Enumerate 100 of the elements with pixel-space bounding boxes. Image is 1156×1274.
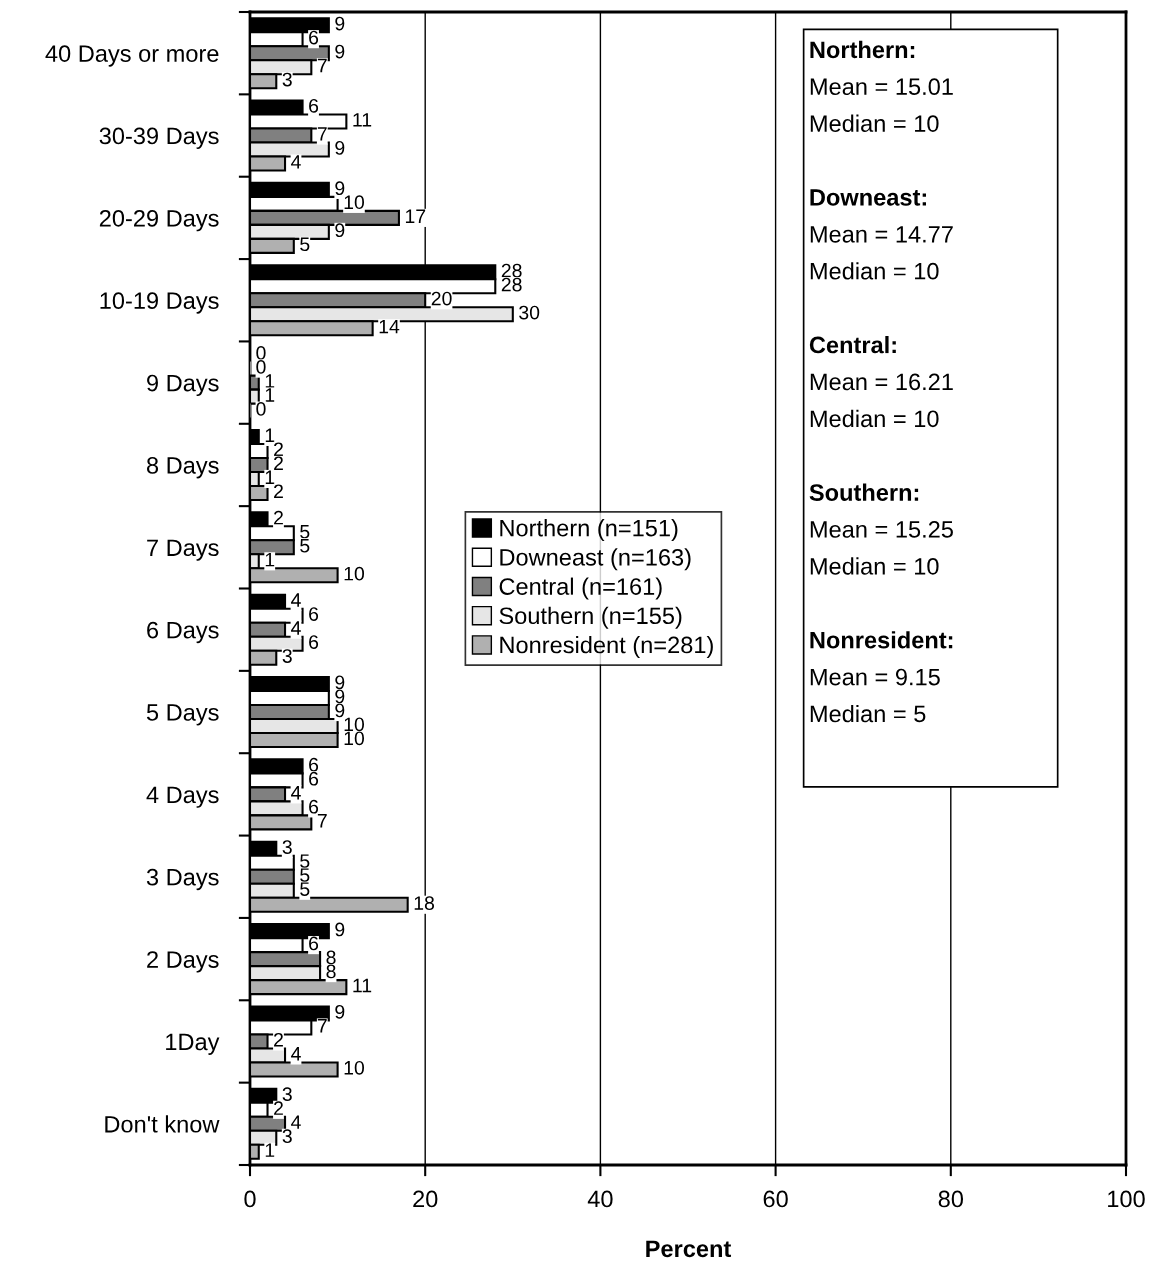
- y-tick-label: 10-19 Days: [100, 292, 219, 314]
- data-label: 4: [291, 786, 301, 800]
- x-tick-label: 80: [938, 1190, 964, 1208]
- y-tick-label: Don't know: [105, 1115, 220, 1133]
- annotation: Median = 10: [810, 114, 939, 132]
- y-tick-label: 6 Days: [147, 621, 219, 644]
- annotation: Median = 10: [810, 557, 939, 575]
- data-label: 6: [309, 635, 319, 649]
- data-label: 5: [300, 854, 310, 868]
- annotation: Mean = 15.25: [810, 521, 953, 538]
- data-label: 8: [326, 950, 336, 965]
- data-label: 9: [335, 689, 345, 704]
- data-label: 28: [501, 263, 522, 278]
- data-label: 30: [519, 305, 540, 320]
- data-label: 0: [256, 402, 266, 416]
- data-label: 9: [335, 223, 345, 238]
- annotation: Downeast:: [810, 189, 926, 206]
- y-tick-label: 5 Days: [146, 704, 219, 726]
- data-label: 1: [265, 388, 275, 402]
- x-axis-title: Percent: [646, 1240, 732, 1258]
- legend-label: Downeast (n=163): [500, 548, 691, 571]
- y-tick-label: 40 Days or more: [45, 45, 219, 67]
- data-label: 8: [326, 964, 336, 979]
- data-label: 0: [256, 360, 266, 374]
- data-label: 9: [335, 675, 345, 690]
- x-tick-label: 40: [587, 1190, 613, 1208]
- data-label: 9: [335, 181, 345, 196]
- data-label: 3: [282, 1129, 292, 1144]
- annotation: Mean = 16.21: [810, 373, 953, 391]
- data-label: 7: [317, 814, 327, 828]
- x-tick-label: 20: [413, 1190, 438, 1208]
- data-label: 2: [274, 442, 283, 456]
- data-label: 3: [282, 1087, 292, 1102]
- data-label: 5: [300, 868, 310, 882]
- x-tick-label: 60: [763, 1190, 788, 1208]
- annotation: Southern:: [809, 483, 919, 501]
- annotation: Median = 10: [810, 409, 939, 428]
- data-label: 9: [335, 703, 345, 718]
- data-label: 6: [309, 607, 319, 621]
- y-tick-label: 3 Days: [146, 868, 219, 891]
- y-tick-label: 4 Days: [146, 786, 219, 808]
- data-label: 14: [379, 319, 400, 334]
- annotation: Mean = 14.77: [810, 226, 953, 243]
- data-label: 2: [274, 510, 283, 525]
- x-tick-label: 100: [1108, 1190, 1145, 1208]
- data-label: 1: [265, 552, 275, 567]
- y-tick-label: 20-29 Days: [99, 209, 219, 232]
- data-label: 3: [282, 649, 292, 663]
- annotation: Median = 10: [810, 262, 939, 280]
- y-tick-label: 8 Days: [146, 457, 219, 479]
- data-label: 6: [309, 799, 319, 814]
- data-label: 10: [344, 731, 365, 746]
- data-label: 6: [309, 771, 319, 786]
- data-label: 18: [414, 896, 435, 910]
- data-label: 2: [274, 1032, 283, 1047]
- legend-label: Central (n=161): [499, 577, 662, 600]
- data-label: 20: [431, 291, 452, 306]
- legend-label: Nonresident (n=281): [500, 636, 713, 658]
- data-label: 4: [291, 621, 301, 635]
- legend-label: Southern (n=155): [499, 606, 682, 629]
- data-label: 6: [309, 936, 319, 951]
- data-label: 6: [309, 30, 319, 45]
- data-label: 11: [353, 113, 372, 127]
- data-label: 5: [300, 524, 310, 539]
- data-label: 9: [335, 16, 345, 31]
- data-label: 5: [300, 237, 310, 252]
- annotation: Central:: [809, 335, 896, 354]
- data-label: 3: [282, 72, 292, 87]
- annotation: Mean = 9.15: [810, 668, 940, 686]
- data-label: 10: [344, 1060, 365, 1075]
- data-label: 11: [353, 978, 372, 993]
- y-tick-label: 1Day: [166, 1033, 220, 1055]
- data-label: 5: [300, 538, 310, 553]
- data-label: 4: [291, 593, 301, 607]
- data-label: 4: [291, 155, 301, 169]
- data-label: 2: [274, 484, 283, 498]
- data-label: 9: [335, 140, 345, 155]
- data-label: 9: [335, 44, 345, 59]
- data-label: 9: [335, 1004, 345, 1019]
- data-label: 10: [344, 566, 365, 581]
- x-tick-label: 0: [244, 1190, 256, 1208]
- y-tick-label: 2 Days: [147, 951, 219, 973]
- y-tick-label: 9 Days: [147, 374, 219, 397]
- data-label: 1: [265, 1143, 275, 1157]
- data-label: 6: [309, 757, 319, 772]
- data-label: 4: [291, 1115, 301, 1129]
- data-label: 5: [300, 882, 310, 896]
- data-label: 3: [282, 840, 292, 854]
- data-label: 7: [317, 58, 327, 73]
- annotation: Mean = 15.01: [810, 78, 953, 96]
- data-label: 6: [309, 98, 319, 113]
- data-label: 2: [274, 1101, 283, 1115]
- data-label: 7: [317, 127, 327, 141]
- annotation: Median = 5: [810, 704, 926, 723]
- annotation: Nonresident:: [810, 631, 953, 649]
- data-label: 1: [265, 428, 275, 442]
- data-label: 17: [405, 209, 426, 223]
- data-label: 4: [291, 1047, 301, 1061]
- annotation: Northern:: [810, 40, 915, 59]
- data-label: 28: [501, 277, 522, 292]
